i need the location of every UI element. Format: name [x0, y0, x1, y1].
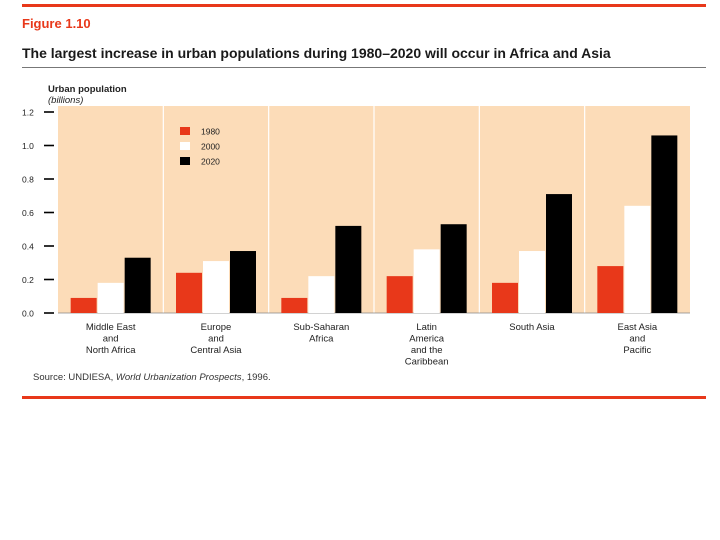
y-axis-unit: (billions): [48, 95, 84, 106]
category-label: Africa: [309, 334, 334, 345]
category-label: Europe: [201, 322, 232, 333]
source-publication: World Urbanization Prospects: [115, 372, 242, 383]
legend-swatch-2000: [180, 142, 190, 150]
title-rule: [22, 67, 706, 68]
bar-1980: [70, 297, 97, 313]
bar-2000: [413, 249, 440, 313]
legend-label-2000: 2000: [201, 142, 220, 152]
bottom-rule: [22, 396, 706, 399]
bar-2000: [519, 251, 545, 313]
chart-title: The largest increase in urban population…: [22, 45, 611, 61]
category-label: Latin: [416, 322, 437, 333]
bar-2020: [230, 251, 256, 313]
bar-1980: [386, 276, 413, 313]
bar-2020: [124, 257, 151, 313]
bar-1980: [281, 297, 308, 313]
bar-2020: [440, 224, 467, 313]
top-rule: [22, 4, 706, 7]
bar-1980: [597, 266, 624, 313]
y-tick-label: 0.2: [22, 275, 34, 285]
y-tick-label: 0.8: [22, 175, 34, 185]
source-suffix: , 1996.: [241, 372, 271, 383]
bar-2000: [203, 261, 229, 313]
category-label: East Asia: [618, 322, 658, 333]
y-tick-label: 1.2: [22, 108, 34, 118]
category-label: Central Asia: [190, 345, 242, 356]
bar-1980: [176, 272, 202, 313]
legend-swatch-2020: [180, 157, 190, 165]
category-label: North Africa: [86, 345, 136, 356]
category-label: Sub-Saharan: [293, 322, 349, 333]
bar-1980: [492, 282, 518, 313]
bar-2020: [335, 225, 362, 313]
category-label: and the: [411, 345, 443, 356]
source-prefix: Source: UNDIESA,: [33, 372, 116, 383]
y-tick-label: 0.0: [22, 309, 34, 319]
category-label: South Asia: [509, 322, 555, 333]
category-label: and: [208, 334, 224, 345]
y-tick-label: 0.6: [22, 208, 34, 218]
legend-label-2020: 2020: [201, 157, 220, 167]
bar-2000: [308, 276, 335, 313]
y-tick-label: 0.4: [22, 242, 34, 252]
source-note: Source: UNDIESA, World Urbanization Pros…: [33, 372, 271, 383]
bar-2020: [546, 194, 572, 313]
category-label: America: [409, 334, 445, 345]
category-label: and: [103, 334, 119, 345]
figure-label: Figure 1.10: [22, 16, 91, 31]
bar-2000: [624, 205, 651, 313]
category-label: and: [629, 334, 645, 345]
y-axis-title: Urban population: [48, 84, 127, 95]
bar-2020: [651, 135, 678, 313]
y-axis-label: Urban population (billions): [48, 84, 127, 106]
y-tick-label: 1.0: [22, 141, 34, 151]
category-label: Middle East: [86, 322, 136, 333]
legend-swatch-1980: [180, 127, 190, 135]
category-label: Caribbean: [405, 357, 449, 368]
bar-2000: [97, 282, 124, 313]
legend-label-1980: 1980: [201, 127, 220, 137]
category-label: Pacific: [623, 345, 651, 356]
